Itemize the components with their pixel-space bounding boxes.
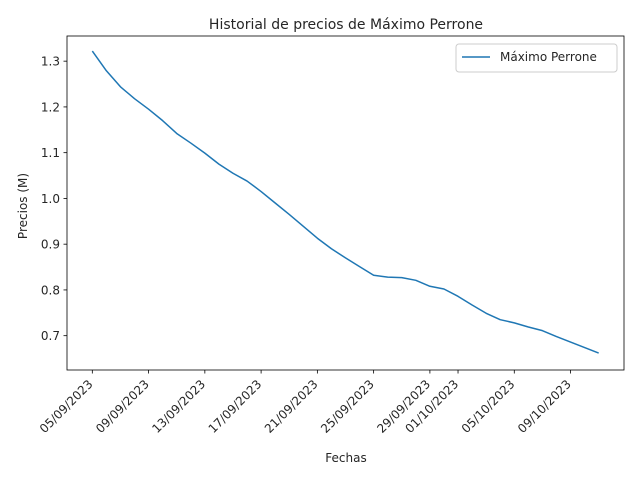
y-tick-label: 1.0 [41, 192, 60, 206]
legend-box [455, 43, 618, 73]
axes-frame [66, 35, 625, 371]
y-tick-label: 0.8 [41, 283, 60, 297]
y-tick-label: 0.7 [41, 329, 60, 343]
y-tick-label: 0.9 [41, 238, 60, 252]
y-axis-label: Precios (M) [16, 173, 30, 239]
x-axis-label: Fechas [325, 451, 366, 465]
y-tick-label: 1.2 [41, 100, 60, 114]
y-tick-label: 1.1 [41, 146, 60, 160]
chart-title: Historial de precios de Máximo Perrone [209, 17, 483, 33]
y-tick-label: 1.3 [41, 55, 60, 69]
legend-label: Máximo Perrone [500, 50, 597, 64]
series-line [91, 50, 599, 354]
legend: Máximo Perrone [455, 43, 618, 73]
